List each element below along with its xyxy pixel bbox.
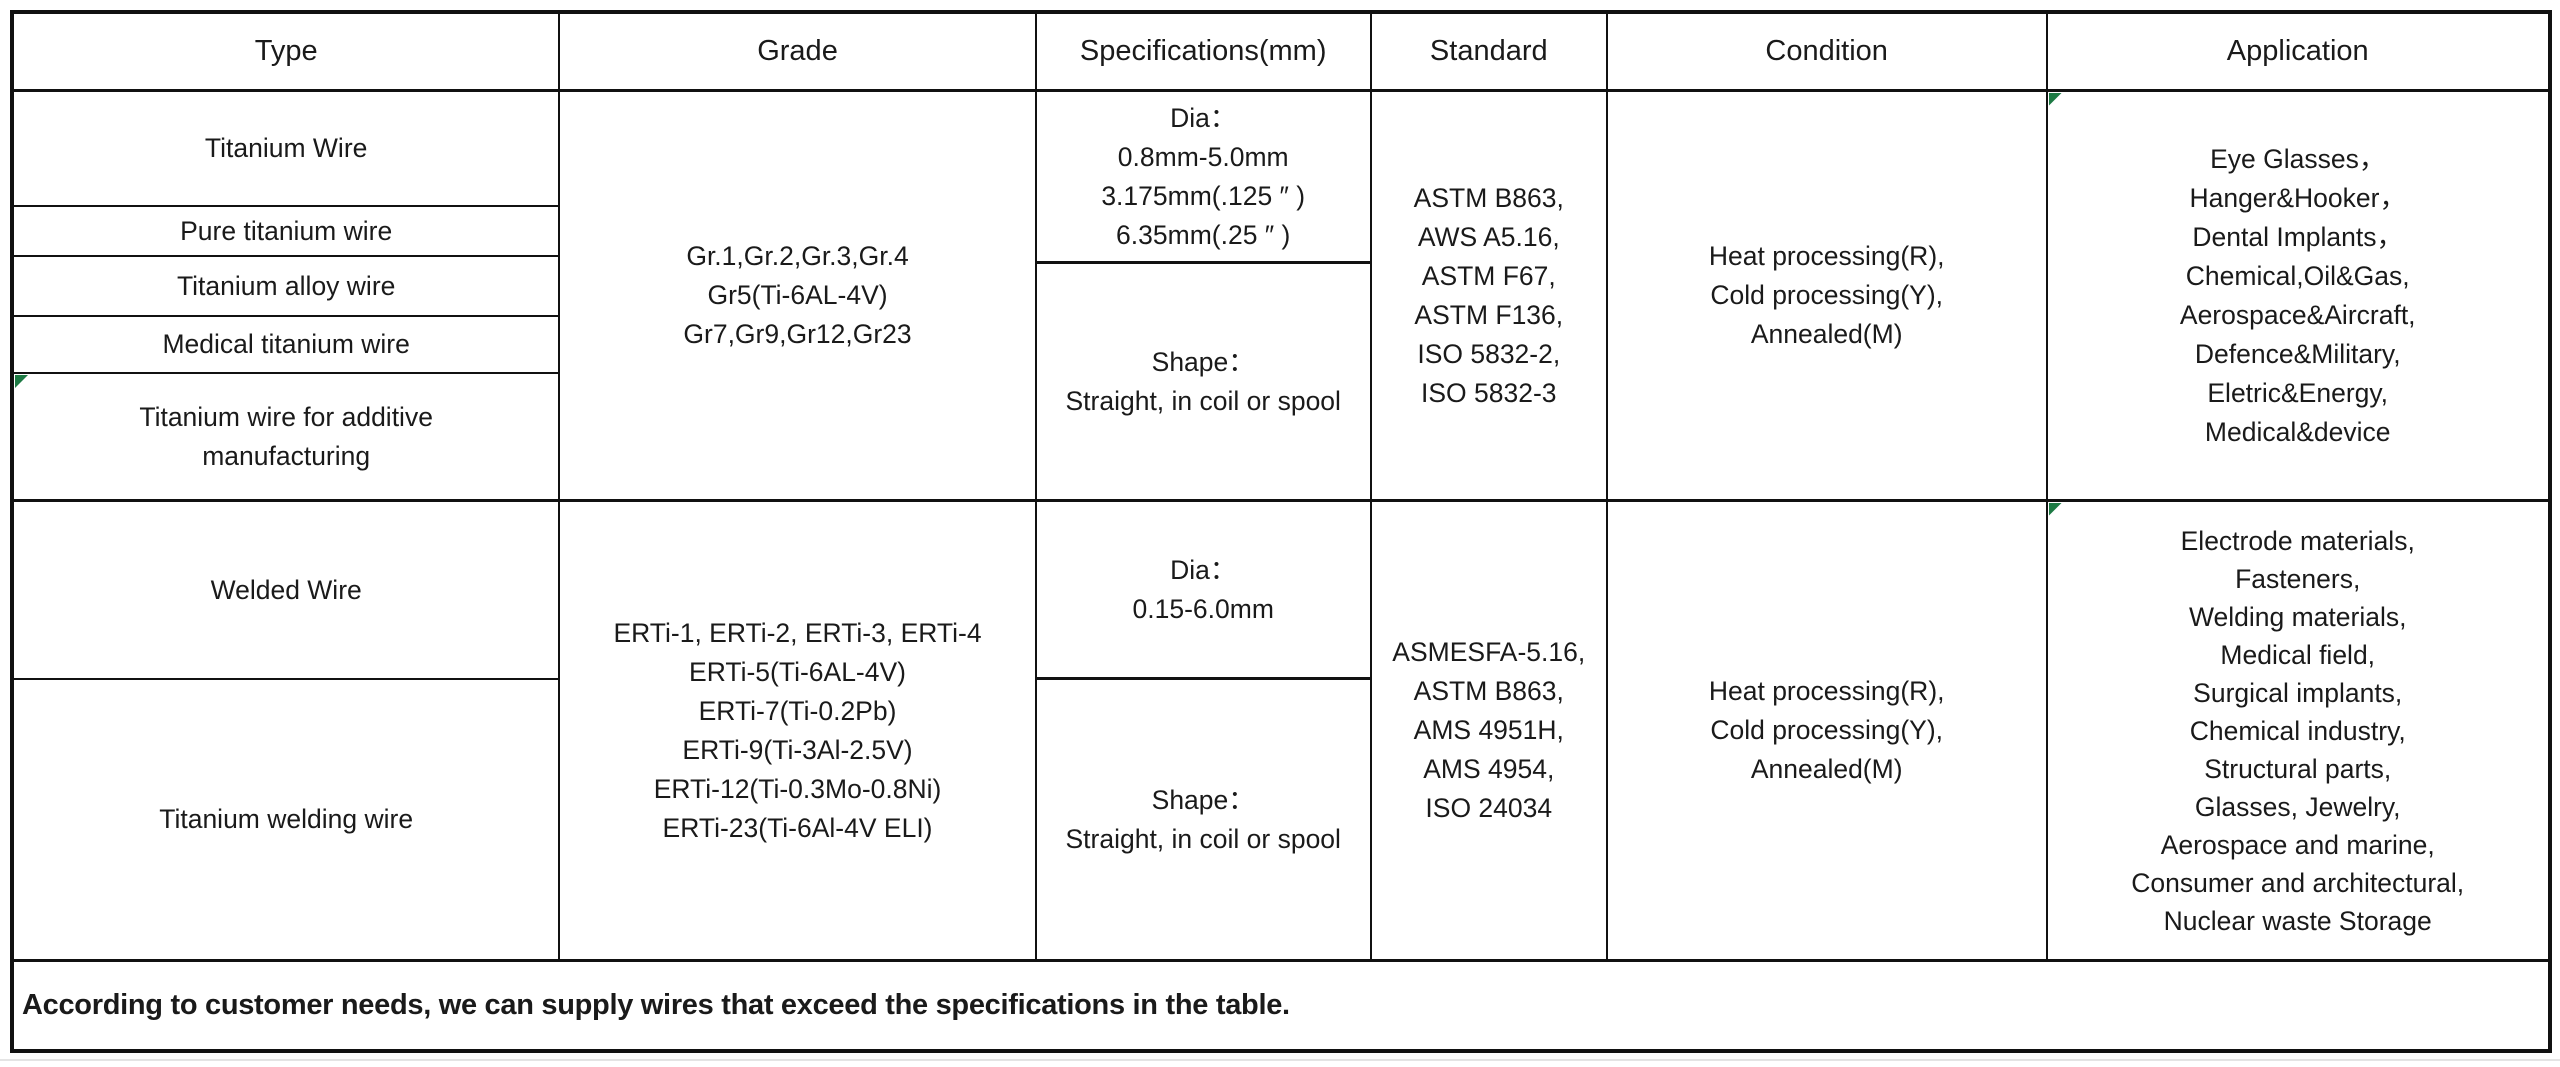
type-cell-medical-titanium-wire: Medical titanium wire [14,317,559,374]
standard-cell-group2: ASMESFA-5.16, ASTM B863, AMS 4951H, AMS 495… [1372,502,1608,959]
cell-comment-marker-icon [15,375,28,388]
header-grade: Grade [560,14,1037,89]
header-type: Type [14,14,561,89]
group-titanium-wire: Titanium Wire Pure titanium wire Titaniu… [14,92,2548,502]
bottom-divider [0,1059,2560,1061]
footer-note: According to customer needs, we can supp… [22,989,1290,1021]
type-cell-titanium-alloy-wire: Titanium alloy wire [14,257,559,317]
spec-dia-cell-group2: Dia： 0.15-6.0mm [1036,502,1370,680]
type-label: Welded Wire [210,574,362,605]
type-cell-pure-titanium-wire: Pure titanium wire [14,207,559,257]
type-label: Pure titanium wire [180,215,393,246]
header-specifications: Specifications(mm) [1037,14,1372,89]
type-column-group2: Welded Wire Titanium welding wire [14,502,561,959]
type-cell-welded-wire: Welded Wire [14,502,559,680]
type-label: Titanium alloy wire [176,270,396,301]
header-row: Type Grade Specifications(mm) Standard C… [14,14,2548,92]
spec-table: Type Grade Specifications(mm) Standard C… [10,10,2552,1053]
type-label: Titanium wire for additive manufacturing [139,401,433,471]
header-standard: Standard [1372,14,1608,89]
type-cell-titanium-welding-wire: Titanium welding wire [14,680,558,959]
type-cell-titanium-wire: Titanium Wire [14,92,559,207]
footer-note-row: According to customer needs, we can supp… [14,962,2548,1049]
cell-comment-marker-icon [2048,93,2062,106]
grade-cell-group2: ERTi-1, ERTi-2, ERTi-3, ERTi-4 ERTi-5(Ti-… [560,502,1037,959]
cell-comment-marker-icon [2048,503,2062,516]
grade-cell-group1: Gr.1,Gr.2,Gr.3,Gr.4 Gr5(Ti-6AL-4V) Gr7,Gr9… [560,92,1037,499]
standard-cell-group1: ASTM B863, AWS A5.16, ASTM F67, ASTM F136, I… [1372,92,1608,499]
type-cell-additive-manufacturing-wire: Titanium wire for additive manufacturing [14,374,558,499]
group-welded-wire: Welded Wire Titanium welding wire ERTi-1… [14,502,2548,962]
type-label: Medical titanium wire [162,329,410,359]
spec-shape-cell-group2: Shape： Straight, in coil or spool [1065,784,1341,854]
application-lines: Eye Glasses， Hanger&Hooker， Dental Implant… [2179,143,2416,447]
condition-cell-group2: Heat processing(R), Cold processing(Y), An… [1608,502,2048,959]
application-lines: Electrode materials, Fasteners, Welding ma… [2131,525,2465,936]
header-application: Application [2226,35,2369,67]
header-condition: Condition [1608,14,2048,89]
spec-dia-cell-group1: Dia： 0.8mm-5.0mm 3.175mm(.125 ″ ) 6.35mm(.2… [1036,92,1370,264]
spec-shape-cell-group1: Shape： Straight, in coil or spool [1065,346,1341,416]
application-cell-group1: Eye Glasses， Hanger&Hooker， Dental Implant… [2048,92,2548,499]
type-label: Titanium welding wire [159,804,414,834]
spec-column-group2: Dia： 0.15-6.0mm Shape： Straight, in coil o… [1036,502,1372,959]
condition-cell-group1: Heat processing(R), Cold processing(Y), An… [1608,92,2048,499]
spec-column-group1: Dia： 0.8mm-5.0mm 3.175mm(.125 ″ ) 6.35mm(.2… [1036,92,1372,499]
application-cell-group2: Electrode materials, Fasteners, Welding ma… [2048,502,2548,959]
type-column-group1: Titanium Wire Pure titanium wire Titaniu… [14,92,561,499]
type-label: Titanium Wire [204,133,368,163]
